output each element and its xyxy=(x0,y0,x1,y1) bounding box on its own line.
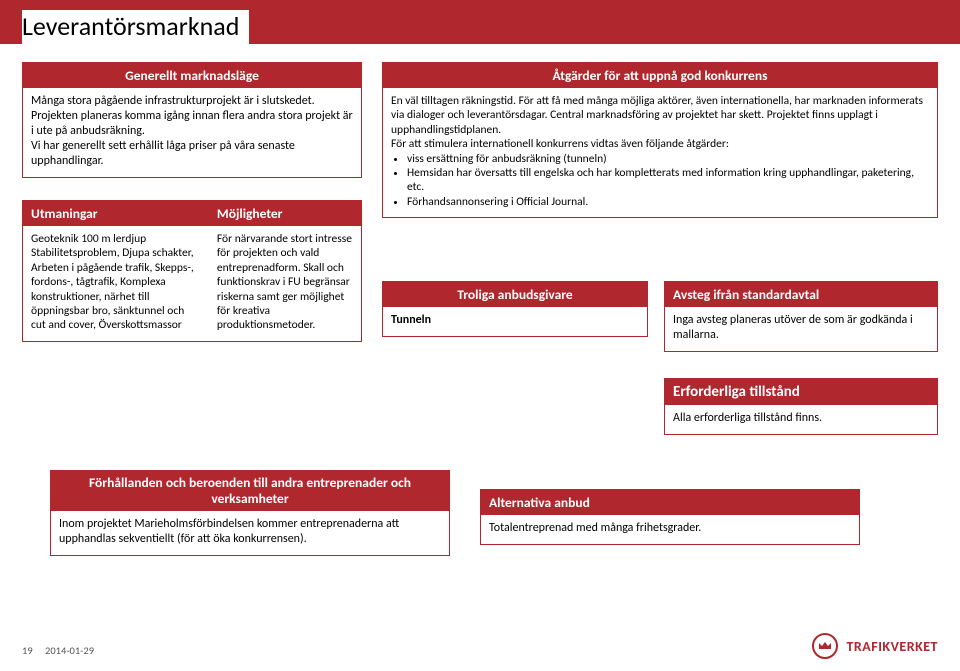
logo-text: TRAFIKVERKET xyxy=(846,638,938,655)
page-number: 19 xyxy=(22,644,33,657)
slide: Leverantörsmarknad Generellt marknadsläg… xyxy=(0,0,960,671)
actions-bullet: Hemsidan har översatts till engelska och… xyxy=(407,166,929,195)
header-general: Generellt marknadsläge xyxy=(23,63,361,88)
body-alternative: Totalentreprenad med många frihetsgrader… xyxy=(481,515,859,544)
body-opportunities: För närvarande stort intresse för projek… xyxy=(209,226,361,341)
header-permits: Erforderliga tillstånd xyxy=(665,379,937,405)
header-opportunities: Möjligheter xyxy=(209,201,361,226)
body-general: Många stora pågående infrastrukturprojek… xyxy=(23,88,361,177)
title-box: Leverantörsmarknad xyxy=(22,10,249,44)
header-deviations: Avsteg ifrån standardavtal xyxy=(665,282,937,307)
box-deviations: Avsteg ifrån standardavtal Inga avsteg p… xyxy=(664,281,938,352)
actions-bullets: viss ersättning för anbudsräkning (tunne… xyxy=(407,152,929,210)
logo: TRAFIKVERKET xyxy=(812,633,938,659)
box-permits: Erforderliga tillstånd Alla erforderliga… xyxy=(664,378,938,435)
actions-intro: En väl tilltagen räkningstid. För att få… xyxy=(391,94,929,152)
crown-icon xyxy=(812,633,838,659)
page-title: Leverantörsmarknad xyxy=(22,10,239,42)
header-bidders: Troliga anbudsgivare xyxy=(383,282,647,307)
header-challenges: Utmaningar xyxy=(23,201,209,226)
actions-bullet: viss ersättning för anbudsräkning (tunne… xyxy=(407,152,929,166)
footer-date: 2014-01-29 xyxy=(45,644,94,657)
actions-bullet: Förhandsannonsering i Official Journal. xyxy=(407,195,929,209)
box-general: Generellt marknadsläge Många stora pågåe… xyxy=(22,62,362,178)
body-conditions: Inom projektet Marieholmsförbindelsen ko… xyxy=(51,511,449,555)
body-bidders: Tunneln xyxy=(383,307,647,336)
box-actions: Åtgärder för att uppnå god konkurrens En… xyxy=(382,62,938,218)
box-conditions: Förhållanden och beroenden till andra en… xyxy=(50,470,450,556)
body-actions: En väl tilltagen räkningstid. För att få… xyxy=(383,88,937,217)
header-conditions: Förhållanden och beroenden till andra en… xyxy=(51,471,449,511)
body-deviations: Inga avsteg planeras utöver de som är go… xyxy=(665,307,937,351)
header-actions: Åtgärder för att uppnå god konkurrens xyxy=(383,63,937,88)
box-challenges: Utmaningar Möjligheter Geoteknik 100 m l… xyxy=(22,200,362,342)
box-alternative: Alternativa anbud Totalentreprenad med m… xyxy=(480,489,860,545)
body-challenges: Geoteknik 100 m lerdjup Stabilitetsprobl… xyxy=(23,226,209,341)
header-alternative: Alternativa anbud xyxy=(481,490,859,515)
box-bidders: Troliga anbudsgivare Tunneln xyxy=(382,281,648,337)
body-permits: Alla erforderliga tillstånd finns. xyxy=(665,405,937,434)
footer: 19 2014-01-29 xyxy=(22,644,94,657)
